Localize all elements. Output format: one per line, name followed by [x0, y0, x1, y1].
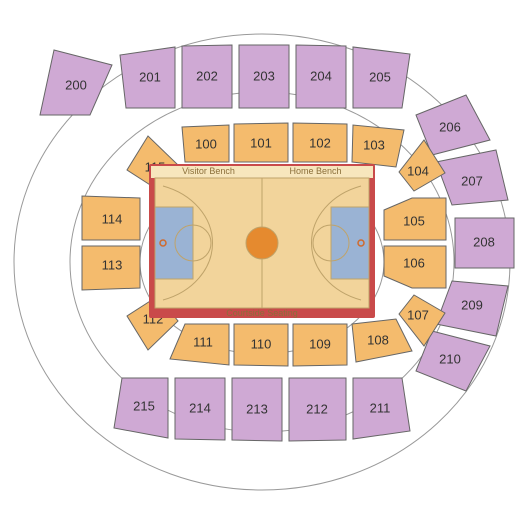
section-label-102: 102	[309, 135, 331, 150]
center-circle	[246, 227, 278, 259]
section-label-207: 207	[461, 173, 483, 188]
section-label-210: 210	[439, 351, 461, 366]
section-label-205: 205	[369, 69, 391, 84]
courtside-label: Courtside Seating	[226, 308, 298, 318]
section-label-109: 109	[309, 336, 331, 351]
section-label-212: 212	[306, 401, 328, 416]
section-label-107: 107	[407, 307, 429, 322]
section-label-108: 108	[367, 332, 389, 347]
section-label-105: 105	[403, 213, 425, 228]
section-label-204: 204	[310, 68, 332, 83]
section-label-110: 110	[251, 336, 272, 351]
section-label-213: 213	[246, 401, 268, 416]
section-label-203: 203	[253, 68, 275, 83]
home-bench-label: Home Bench	[289, 166, 341, 176]
visitor-bench-label: Visitor Bench	[182, 166, 235, 176]
section-label-206: 206	[439, 119, 461, 134]
section-label-111: 111	[193, 334, 213, 349]
section-label-103: 103	[363, 137, 385, 152]
section-label-104: 104	[407, 163, 429, 178]
seating-chart: 200 201 202 203 204 205 206 207 208 209 210 211 212 2…	[0, 0, 525, 525]
section-label-214: 214	[189, 400, 211, 415]
section-label-201: 201	[139, 69, 161, 84]
section-label-101: 101	[250, 135, 272, 150]
section-label-200: 200	[65, 77, 87, 92]
section-label-114: 114	[102, 211, 123, 226]
section-label-211: 211	[370, 400, 391, 415]
section-label-209: 209	[461, 297, 483, 312]
section-label-202: 202	[196, 68, 218, 83]
section-label-100: 100	[195, 136, 217, 151]
section-label-208: 208	[473, 234, 495, 249]
section-label-106: 106	[403, 255, 425, 270]
section-label-113: 113	[102, 257, 123, 272]
section-label-215: 215	[133, 398, 155, 413]
